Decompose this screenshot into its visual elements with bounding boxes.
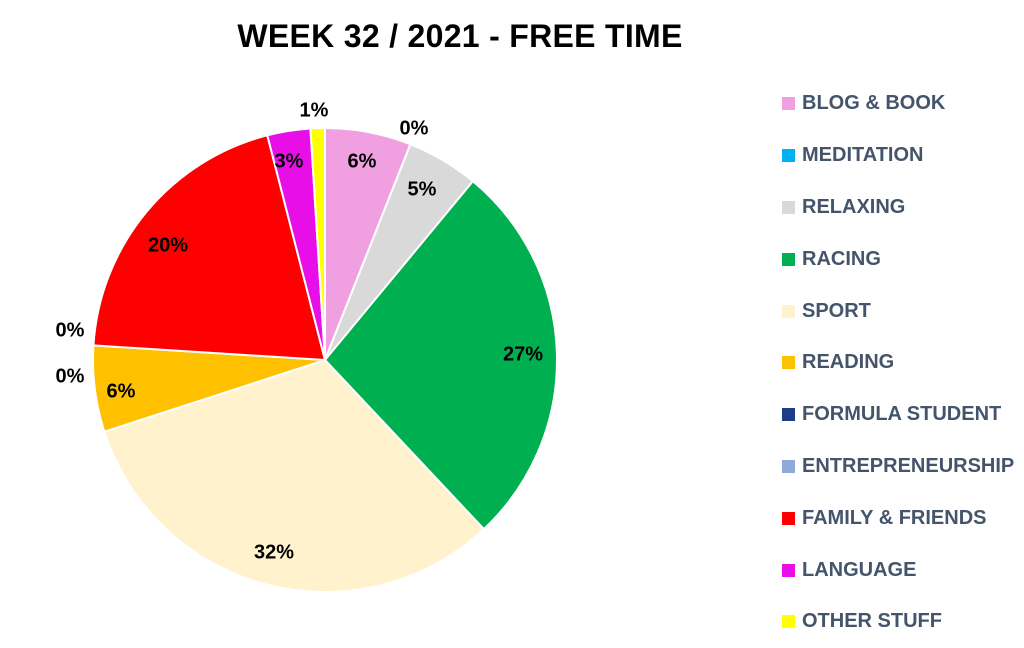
legend-item-meditation: MEDITATION (782, 130, 1022, 182)
legend-label: RACING (802, 247, 881, 270)
legend-label: BLOG & BOOK (802, 92, 946, 115)
data-label-entrepreneurship: 0% (56, 365, 85, 387)
legend-label: OTHER STUFF (802, 610, 942, 633)
data-label-other-stuff: 1% (300, 99, 329, 121)
data-label-formula-student: 0% (56, 319, 85, 341)
legend-swatch (782, 511, 795, 525)
legend: BLOG & BOOK MEDITATION RELAXING RACING SPORT… (782, 78, 1022, 648)
data-label-relaxing: 5% (408, 178, 437, 200)
chart-title: WEEK 32 / 2021 - FREE TIME (237, 18, 683, 54)
legend-item-formula-student: FORMULA STUDENT (782, 389, 1022, 441)
legend-swatch (782, 304, 795, 318)
legend-label: ENTREPRENEURSHIP (802, 454, 1015, 477)
legend-swatch (782, 252, 795, 266)
legend-label: LANGUAGE (802, 558, 917, 581)
legend-label: MEDITATION (802, 144, 924, 167)
legend-swatch (782, 356, 795, 370)
legend-label: READING (802, 351, 895, 374)
legend-item-relaxing: RELAXING (782, 182, 1022, 234)
data-label-blog-and-book: 6% (348, 150, 377, 172)
legend-label: FORMULA STUDENT (802, 403, 1002, 426)
legend-item-sport: SPORT (782, 285, 1022, 337)
data-label-language: 3% (275, 150, 304, 172)
legend-label: RELAXING (802, 195, 906, 218)
legend-item-entrepreneurship: ENTREPRENEURSHIP (782, 441, 1022, 493)
legend-item-other-stuff: OTHER STUFF (782, 596, 1022, 648)
pie-chart: 6% 0% 5% 27% 32% 6% 0% 0% 20% 3% 1% (56, 99, 558, 593)
data-label-sport: 32% (254, 541, 294, 563)
legend-item-blog-and-book: BLOG & BOOK (782, 78, 1022, 130)
legend-item-racing: RACING (782, 233, 1022, 285)
data-label-reading: 6% (107, 380, 136, 402)
data-label-racing: 27% (503, 343, 543, 365)
legend-item-reading: READING (782, 337, 1022, 389)
legend-label: SPORT (802, 299, 871, 322)
legend-label: FAMILY & FRIENDS (802, 506, 987, 529)
legend-swatch (782, 200, 795, 214)
pie-slice-other-stuff (309, 126, 326, 361)
legend-swatch (782, 563, 795, 577)
pie-slice-racing (323, 179, 558, 531)
data-label-family-and-friends: 20% (148, 234, 188, 256)
legend-swatch (782, 615, 795, 629)
data-label-meditation: 0% (400, 117, 429, 139)
legend-swatch (782, 459, 795, 473)
pie-slice-family-and-friends (92, 134, 327, 362)
legend-swatch (782, 408, 795, 422)
legend-swatch (782, 149, 795, 163)
legend-item-family-and-friends: FAMILY & FRIENDS (782, 492, 1022, 544)
pie-slice-sport (103, 358, 486, 593)
legend-swatch (782, 97, 795, 111)
legend-item-language: LANGUAGE (782, 544, 1022, 596)
